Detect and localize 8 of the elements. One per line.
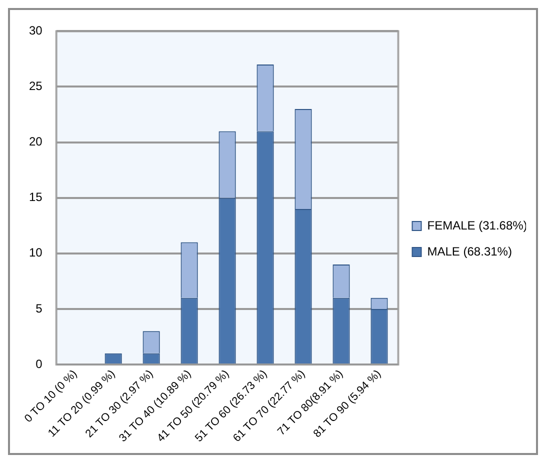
legend-label: MALE (68.31%): [427, 244, 512, 258]
y-tick-label: 5: [36, 301, 43, 316]
y-tick-label: 10: [28, 246, 43, 260]
y-tick-label: 20: [28, 134, 43, 149]
y-tick-label: 25: [28, 79, 43, 94]
y-tick-label: 30: [28, 24, 43, 38]
y-tick-label: 0: [36, 356, 43, 371]
y-tick-label: 15: [28, 190, 43, 204]
